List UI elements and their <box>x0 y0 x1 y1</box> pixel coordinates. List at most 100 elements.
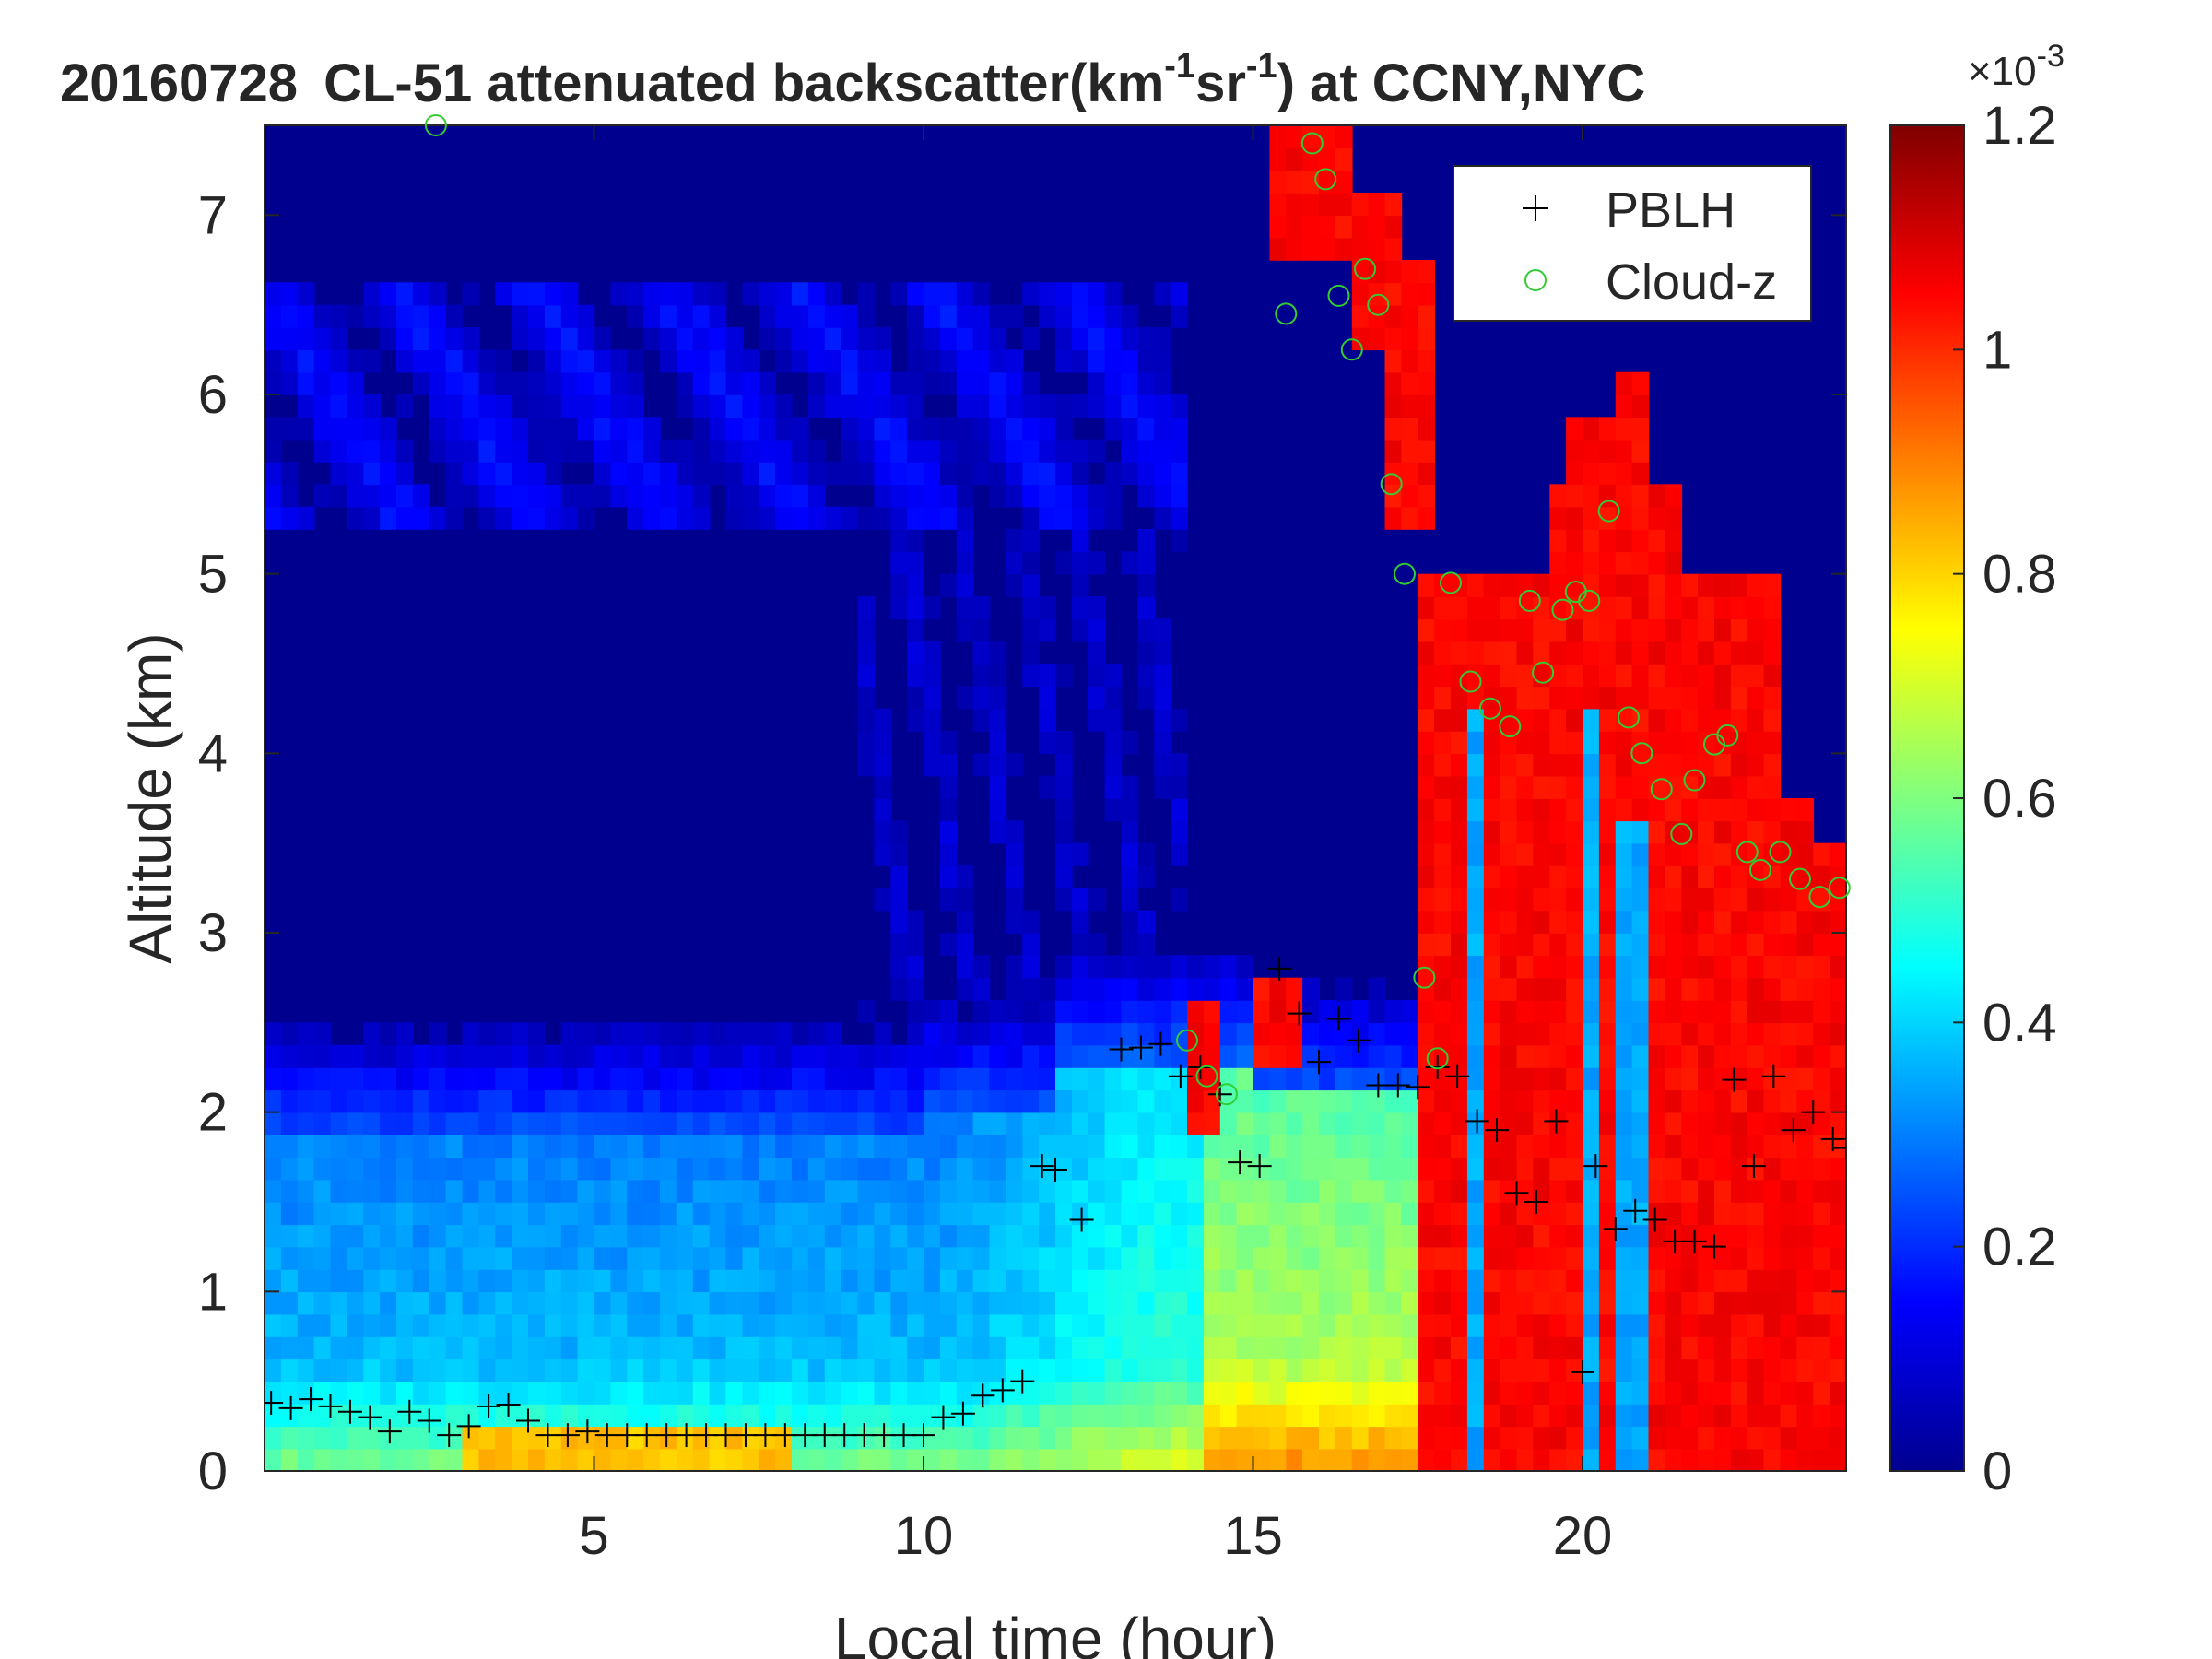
y-tick-label: 6 <box>198 365 228 425</box>
heatmap-cell <box>1747 798 1765 822</box>
heatmap-cell <box>956 1313 974 1337</box>
colorbar-tick-label: 0 <box>1983 1441 2012 1501</box>
heatmap-cell <box>1236 1202 1254 1226</box>
heatmap-cell <box>1104 371 1123 395</box>
heatmap-cell <box>1466 1179 1485 1203</box>
heatmap-cell <box>1253 1313 1271 1337</box>
heatmap-cell <box>1648 842 1666 866</box>
heatmap-cell <box>775 1426 793 1450</box>
heatmap-cell <box>462 462 480 486</box>
heatmap-cell <box>1714 753 1732 777</box>
heatmap-cell <box>660 282 677 306</box>
heatmap-cell <box>1384 1224 1403 1248</box>
heatmap-cell <box>676 1291 694 1315</box>
heatmap-cell <box>1648 1067 1666 1091</box>
heatmap-cell <box>1071 1246 1089 1270</box>
heatmap-cell <box>1598 1135 1617 1159</box>
heatmap-cell <box>972 664 991 688</box>
heatmap-cell <box>380 439 397 463</box>
heatmap-cell <box>528 462 546 486</box>
heatmap-cell <box>1351 1404 1370 1428</box>
heatmap-cell <box>1171 1224 1188 1248</box>
heatmap-cell <box>1253 977 1271 1001</box>
heatmap-cell <box>1219 1157 1238 1181</box>
heatmap-cell <box>280 1135 299 1159</box>
heatmap-cell <box>1055 417 1073 441</box>
heatmap-cell <box>972 1313 991 1337</box>
heatmap-cell <box>1269 215 1288 239</box>
heatmap-cell <box>1615 371 1633 395</box>
heatmap-cell <box>1022 1336 1040 1360</box>
heatmap-cell <box>807 1291 826 1315</box>
heatmap-cell <box>939 417 958 441</box>
heatmap-cell <box>429 1157 447 1181</box>
heatmap-cell <box>1039 1448 1056 1471</box>
heatmap-cell <box>792 304 809 328</box>
heatmap-cell <box>1039 618 1056 642</box>
heatmap-cell <box>1466 1112 1485 1135</box>
heatmap-cell <box>759 1202 776 1226</box>
heatmap-cell <box>807 1157 826 1181</box>
heatmap-cell <box>512 1313 529 1337</box>
heatmap-cell <box>1615 462 1633 486</box>
heatmap-cell <box>956 1202 974 1226</box>
heatmap-cell <box>924 1381 941 1405</box>
heatmap-cell <box>512 1022 529 1046</box>
heatmap-cell <box>1730 686 1748 710</box>
heatmap-cell <box>1418 1336 1435 1360</box>
heatmap-cell <box>528 349 546 373</box>
heatmap-cell <box>890 394 908 418</box>
heatmap-cell <box>1681 596 1699 620</box>
heatmap-cell <box>610 1269 629 1293</box>
heatmap-cell <box>396 1135 414 1159</box>
heatmap-cell <box>1006 1381 1024 1405</box>
heatmap-cell <box>1451 1269 1468 1293</box>
heatmap-cell <box>265 462 282 486</box>
heatmap-cell <box>1533 596 1551 620</box>
heatmap-cell <box>725 462 744 486</box>
heatmap-cell <box>824 394 842 418</box>
heatmap-cell <box>1104 955 1123 979</box>
x-tick-label: 15 <box>1223 1506 1283 1566</box>
heatmap-cell <box>1121 1179 1139 1203</box>
heatmap-cell <box>972 417 991 441</box>
heatmap-cell <box>989 1224 1007 1248</box>
heatmap-cell <box>1319 1000 1336 1024</box>
heatmap-cell <box>1483 1426 1501 1450</box>
heatmap-cell <box>347 349 365 373</box>
heatmap-cell <box>1137 686 1156 710</box>
heatmap-cell <box>1549 775 1567 799</box>
heatmap-cell <box>1121 1426 1139 1450</box>
heatmap-cell <box>560 1359 579 1382</box>
heatmap-cell <box>313 1022 332 1046</box>
heatmap-cell <box>1171 1179 1188 1203</box>
heatmap-cell <box>1583 955 1600 979</box>
heatmap-cell <box>1549 1381 1567 1405</box>
heatmap-cell <box>1384 1179 1403 1203</box>
heatmap-cell <box>676 371 694 395</box>
heatmap-cell <box>1006 1089 1024 1113</box>
heatmap-cell <box>1039 1179 1056 1203</box>
heatmap-cell <box>759 1157 776 1181</box>
heatmap-cell <box>1187 1404 1205 1428</box>
heatmap-cell <box>1813 933 1830 957</box>
heatmap-cell <box>1006 1112 1024 1135</box>
heatmap-cell <box>1483 1112 1501 1135</box>
pblh-marker <box>1109 1037 1134 1062</box>
heatmap-cell <box>1286 1202 1303 1226</box>
heatmap-cell <box>1319 1291 1336 1315</box>
heatmap-cell <box>1071 1112 1089 1135</box>
heatmap-cell <box>610 417 629 441</box>
heatmap-cell <box>1351 1313 1370 1337</box>
heatmap-cell <box>1351 1022 1370 1046</box>
heatmap-cell <box>792 1269 809 1293</box>
heatmap-cell <box>1039 1269 1056 1293</box>
heatmap-cell <box>1681 1246 1699 1270</box>
heatmap-cell <box>1830 1448 1846 1471</box>
heatmap-cell <box>989 484 1007 508</box>
heatmap-cell <box>1566 1157 1583 1181</box>
heatmap-cell <box>1121 1359 1139 1382</box>
heatmap-cell <box>1368 215 1386 239</box>
heatmap-cell <box>1763 1044 1782 1068</box>
heatmap-cell <box>528 1112 546 1135</box>
